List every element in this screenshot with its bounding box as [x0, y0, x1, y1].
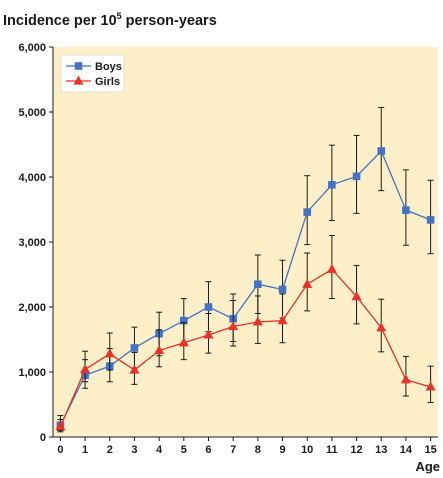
data-point [55, 421, 66, 431]
data-point [204, 303, 213, 311]
data-point [328, 181, 336, 189]
legend-item-girls: Girls [66, 75, 120, 88]
data-point [178, 337, 189, 347]
chart-title-tail: person-years [122, 13, 217, 29]
data-point [352, 172, 361, 181]
data-point [80, 364, 91, 373]
x-tick-label: 6 [205, 444, 211, 456]
data-point [426, 216, 435, 224]
data-point [129, 364, 140, 374]
x-tick-label: 9 [279, 444, 285, 456]
data-point [180, 316, 188, 325]
data-point [278, 285, 287, 294]
data-point [402, 206, 410, 214]
y-tick-label: 1,000 [18, 367, 46, 379]
x-tick-label: 5 [181, 444, 187, 456]
chart-title-main: Incidence per 10 [3, 13, 117, 29]
series-line [59, 268, 431, 427]
data-point [351, 291, 362, 301]
chart-title-superscript: 5 [117, 11, 122, 21]
y-tick-label: 3,000 [18, 237, 46, 249]
chart-title: Incidence per 105 person-years [3, 11, 217, 29]
x-tick-label: 7 [230, 444, 236, 456]
x-axis-label: Age [415, 459, 440, 474]
data-point [302, 278, 313, 288]
data-point [252, 316, 263, 326]
x-tick-label: 3 [131, 444, 137, 456]
legend-box [60, 54, 125, 93]
series-layer [55, 106, 436, 433]
y-tick-label: 5,000 [18, 107, 46, 119]
data-point [130, 344, 139, 352]
plot-area [53, 47, 438, 437]
data-point [104, 348, 115, 358]
x-tick-label: 14 [400, 444, 413, 456]
y-tick-label: 4,000 [18, 172, 46, 184]
legend-marker [73, 75, 84, 85]
data-point [303, 208, 311, 216]
data-point [254, 280, 262, 289]
legend-marker [74, 62, 83, 70]
x-tick-label: 8 [255, 444, 261, 456]
data-point [277, 315, 288, 325]
y-tick-label: 6,000 [18, 42, 46, 54]
legend-label: Boys [95, 61, 122, 73]
markers [55, 263, 436, 431]
x-tick-label: 4 [156, 444, 163, 456]
x-tick-label: 0 [57, 444, 63, 456]
x-tick-label: 1 [82, 444, 88, 456]
x-axis: 0 1 2 3 4 5 6 7 8 9 10 11 12 13 14 15 [53, 436, 438, 456]
x-tick-label: 10 [301, 444, 313, 456]
data-point [203, 329, 214, 339]
data-point [425, 381, 436, 391]
x-tick-label: 15 [424, 444, 436, 456]
data-point [228, 321, 239, 331]
data-point [376, 322, 387, 332]
data-point [377, 147, 386, 155]
legend: Boys Girls [60, 54, 125, 93]
x-tick-label: 12 [350, 444, 362, 456]
series-line [59, 149, 431, 426]
data-point [400, 374, 411, 384]
legend-label: Girls [95, 76, 120, 88]
legend-item-boys: Boys [66, 61, 122, 73]
series-girls [55, 235, 436, 433]
data-point [326, 263, 337, 273]
y-axis: 0 1,000 2,000 3,000 4,000 5,000 6,000 [18, 42, 54, 444]
data-point [154, 345, 165, 355]
y-tick-label: 2,000 [18, 302, 46, 314]
y-tick-label: 0 [40, 432, 46, 444]
x-tick-label: 11 [326, 444, 338, 456]
x-tick-label: 13 [375, 444, 387, 456]
x-tick-label: 2 [107, 444, 113, 456]
